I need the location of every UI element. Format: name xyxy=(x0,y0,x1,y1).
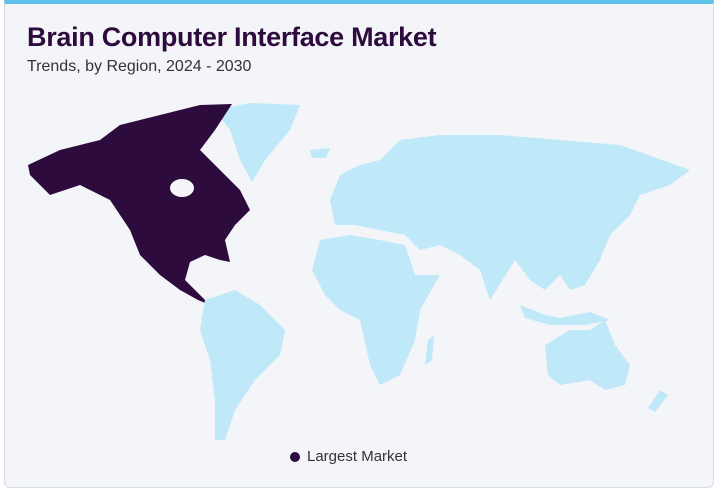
legend-label: Largest Market xyxy=(307,448,408,465)
uk xyxy=(340,172,352,195)
africa xyxy=(312,235,440,385)
south-america xyxy=(200,290,285,440)
hudson-bay xyxy=(170,179,194,197)
eurasia xyxy=(330,135,690,300)
title: Brain Computer Interface Market xyxy=(27,22,437,52)
madagascar xyxy=(425,335,434,365)
australia xyxy=(545,320,630,390)
indonesia xyxy=(520,305,610,325)
north-america xyxy=(28,104,250,305)
new-zealand xyxy=(648,390,668,412)
japan xyxy=(594,200,615,240)
subtitle: Trends, by Region, 2024 - 2030 xyxy=(27,58,252,75)
legend-swatch xyxy=(290,451,300,462)
legend: Largest Market xyxy=(290,448,407,465)
iceland xyxy=(310,148,330,158)
greenland xyxy=(215,103,300,182)
